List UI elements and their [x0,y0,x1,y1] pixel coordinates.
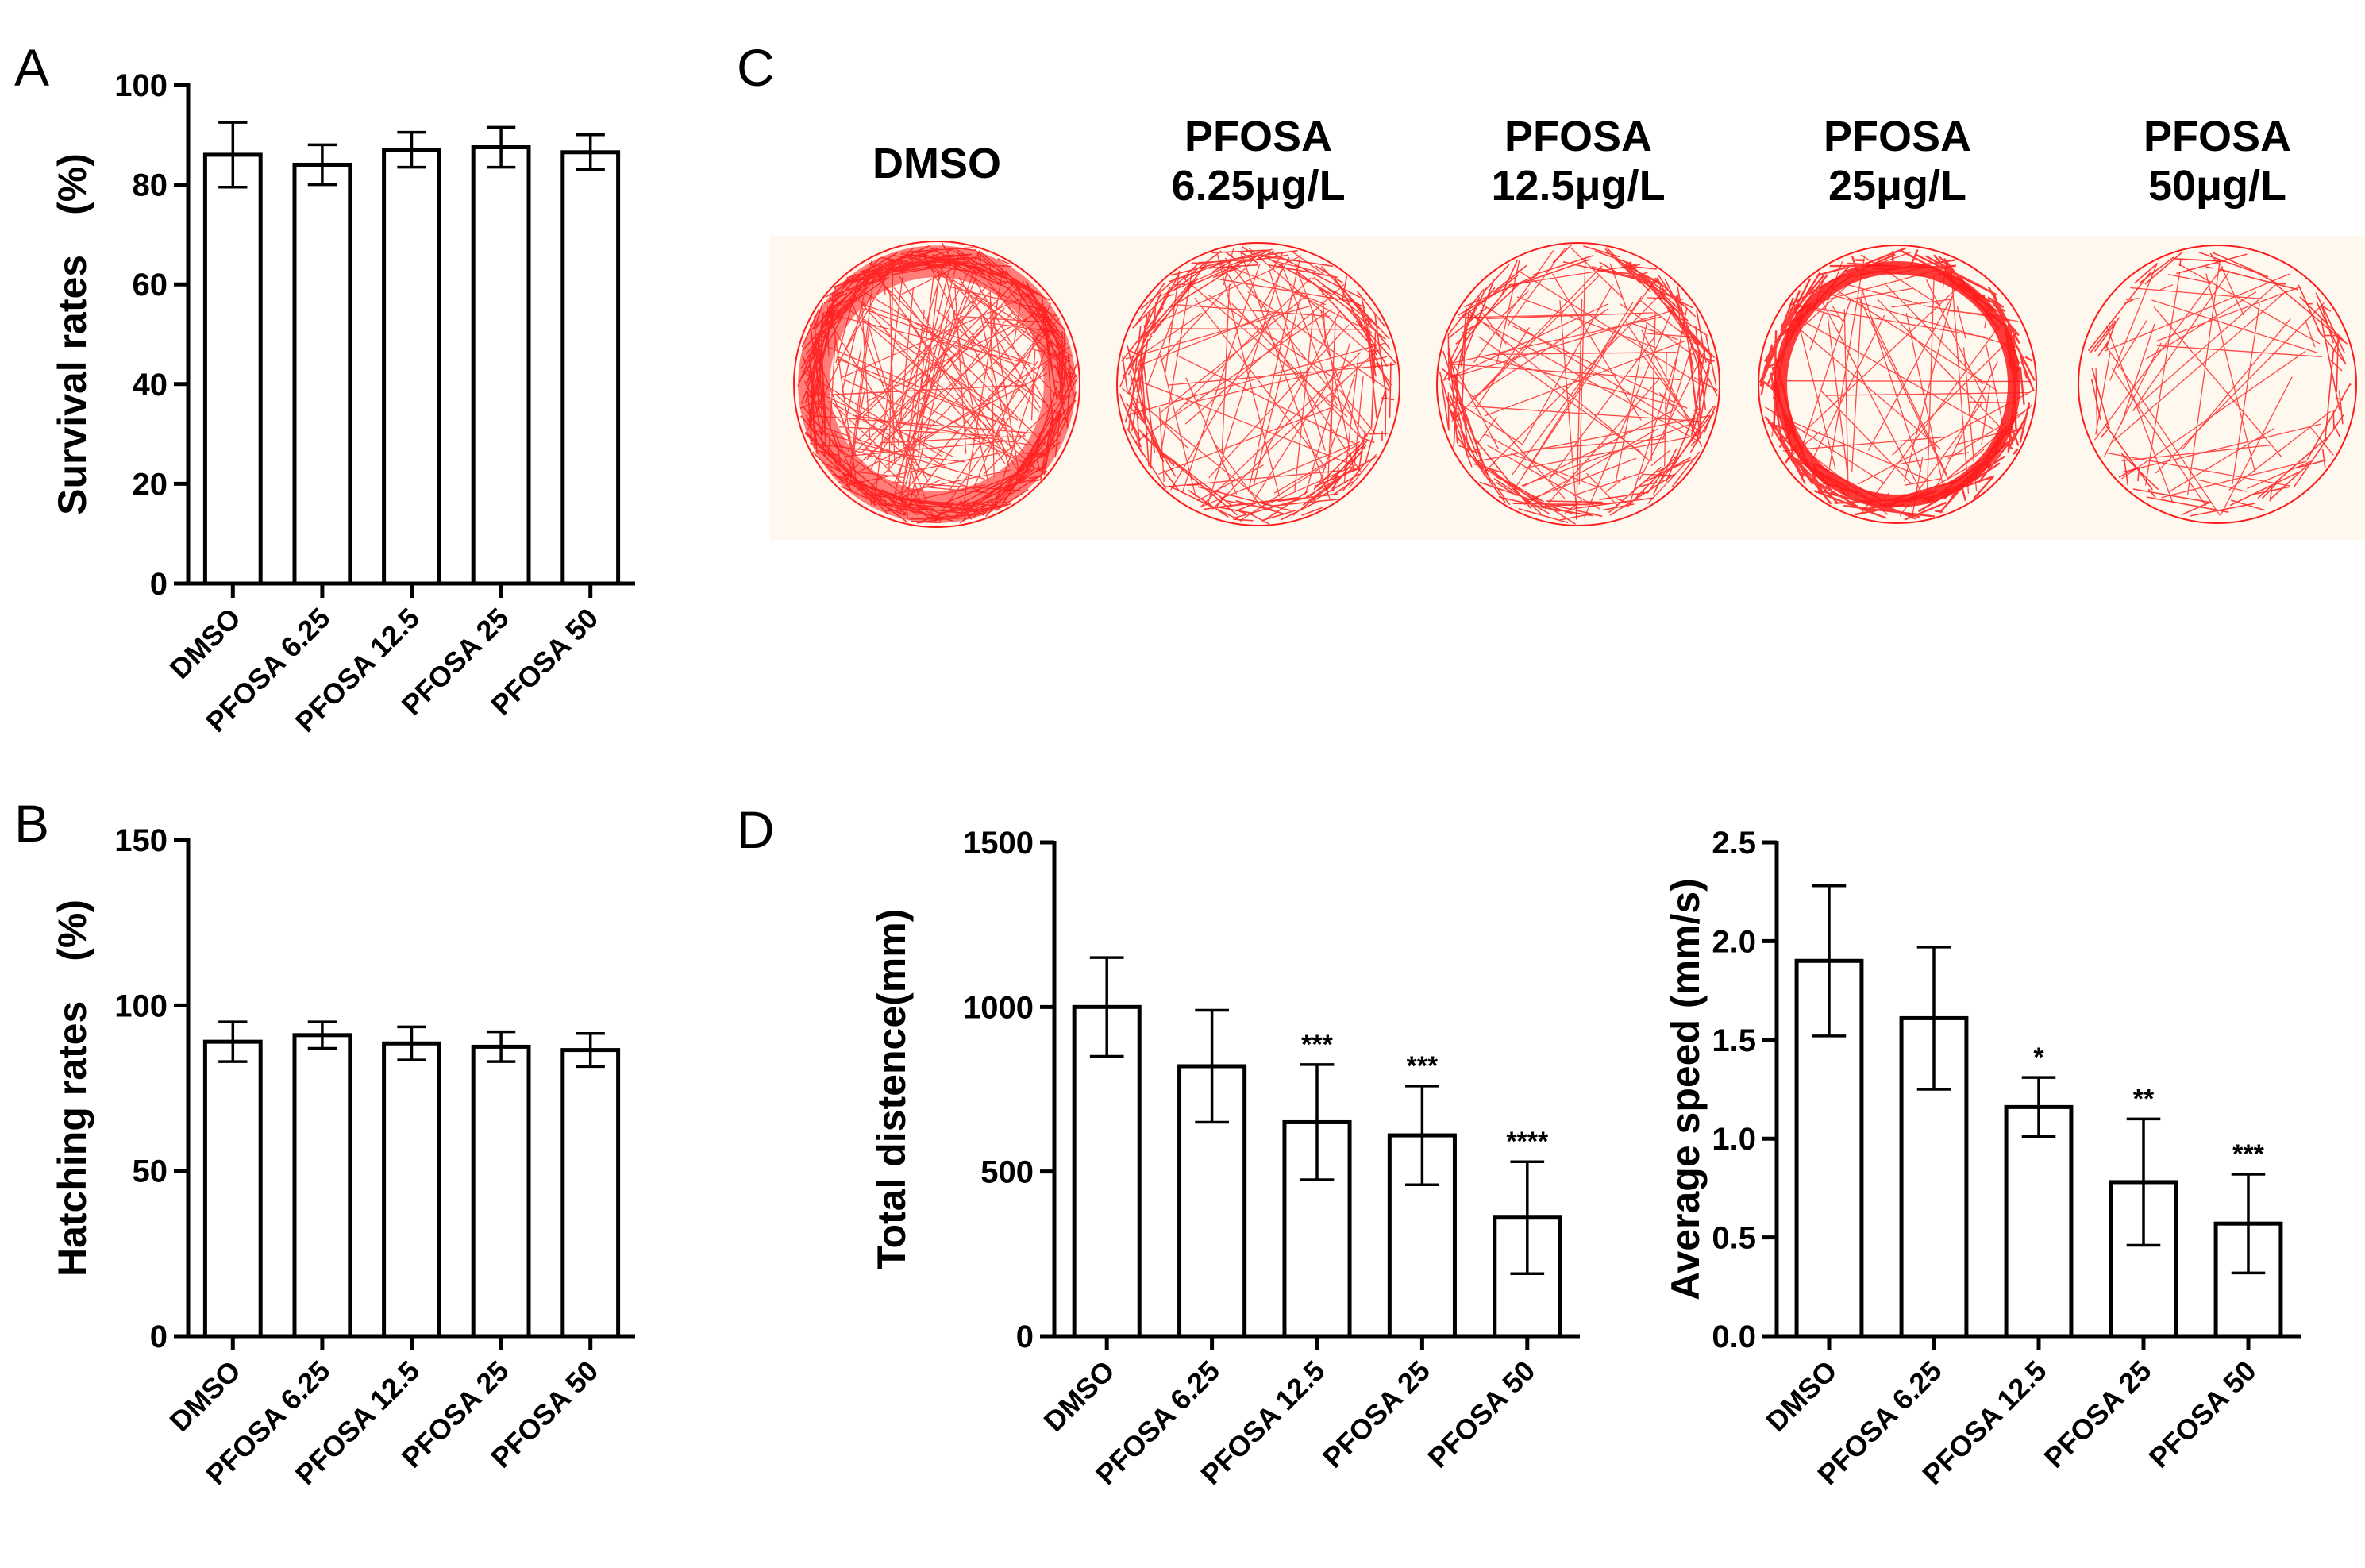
significance-label: ** [2133,1084,2155,1114]
y-tick-label: 1.5 [1712,1023,1756,1058]
rim-trace [1119,246,1397,525]
y-tick-label: 0 [1016,1320,1034,1354]
bar [292,162,352,586]
bar [471,145,531,586]
track-label: 12.5μg/L [1491,162,1665,210]
y-tick-label: 80 [133,168,168,203]
rim-trace [2087,251,2352,517]
significance-label: *** [1301,1030,1333,1060]
track-label: 25μg/L [1828,162,1966,210]
bar [2004,1104,2074,1339]
significance-label: * [2033,1042,2044,1073]
y-tick-label: 60 [133,268,168,302]
significance-label: *** [1407,1051,1439,1081]
y-axis-title: Total distence(mm) [869,909,914,1270]
y-tick-label: 20 [133,467,168,502]
y-axis-title: Hatching rates (%) [50,900,94,1277]
bar [382,1041,441,1339]
dense-ring [798,245,1076,523]
y-tick-label: 1500 [963,826,1034,861]
rim-trace [1439,245,1718,525]
y-axis-title: Average speed (mm/s) [1663,878,1708,1300]
panel-letter-b: B [14,794,49,853]
crossing-trace [2093,260,2334,516]
panel-letter-d: D [737,800,775,859]
dense-ring [1774,261,2020,507]
track-label: PFOSA [2144,113,2291,160]
y-tick-label: 2.0 [1712,924,1756,959]
crossing-trace [1121,248,1395,521]
bar [560,150,621,586]
y-tick-label: 100 [114,68,168,103]
bar [202,152,263,586]
bar [202,1039,263,1339]
track-label: PFOSA [1824,113,1971,160]
y-tick-label: 0 [150,1320,168,1354]
y-tick-label: 1.0 [1712,1122,1756,1157]
arena-edge [1116,242,1400,526]
significance-label: **** [1506,1127,1549,1157]
bar [560,1048,621,1339]
track-label: DMSO [872,140,1001,187]
y-tick-label: 2.5 [1712,826,1756,861]
y-axis-title: Survival rates (%) [50,153,94,515]
y-tick-label: 1000 [963,990,1034,1025]
track-label: PFOSA [1184,113,1332,160]
track-arena: DMSO [793,140,1080,528]
arena-edge [1436,242,1720,526]
panel-letter-a: A [14,38,49,97]
track-label: PFOSA [1504,113,1652,160]
y-tick-label: 40 [133,368,168,403]
arena-edge [1758,245,2037,524]
y-tick-label: 0 [150,567,168,602]
track-label: 6.25μg/L [1171,162,1345,210]
y-tick-label: 50 [133,1154,168,1189]
arena-edge [793,241,1080,528]
crossing-trace [1442,247,1711,520]
y-tick-label: 0.0 [1712,1320,1756,1354]
bar [471,1044,531,1339]
y-tick-label: 100 [114,988,168,1023]
bar [382,148,441,586]
bar [292,1033,352,1339]
y-tick-label: 500 [980,1155,1034,1190]
y-tick-label: 0.5 [1712,1221,1756,1256]
significance-label: *** [2232,1139,2264,1169]
track-label: 50μg/L [2148,162,2286,210]
y-tick-label: 150 [114,823,168,858]
locomotion-track-panel: DMSOPFOSA6.25μg/LPFOSA12.5μg/LPFOSA25μg/… [770,113,2365,540]
arena-edge [2078,245,2357,524]
panel-letter-c: C [737,38,775,97]
